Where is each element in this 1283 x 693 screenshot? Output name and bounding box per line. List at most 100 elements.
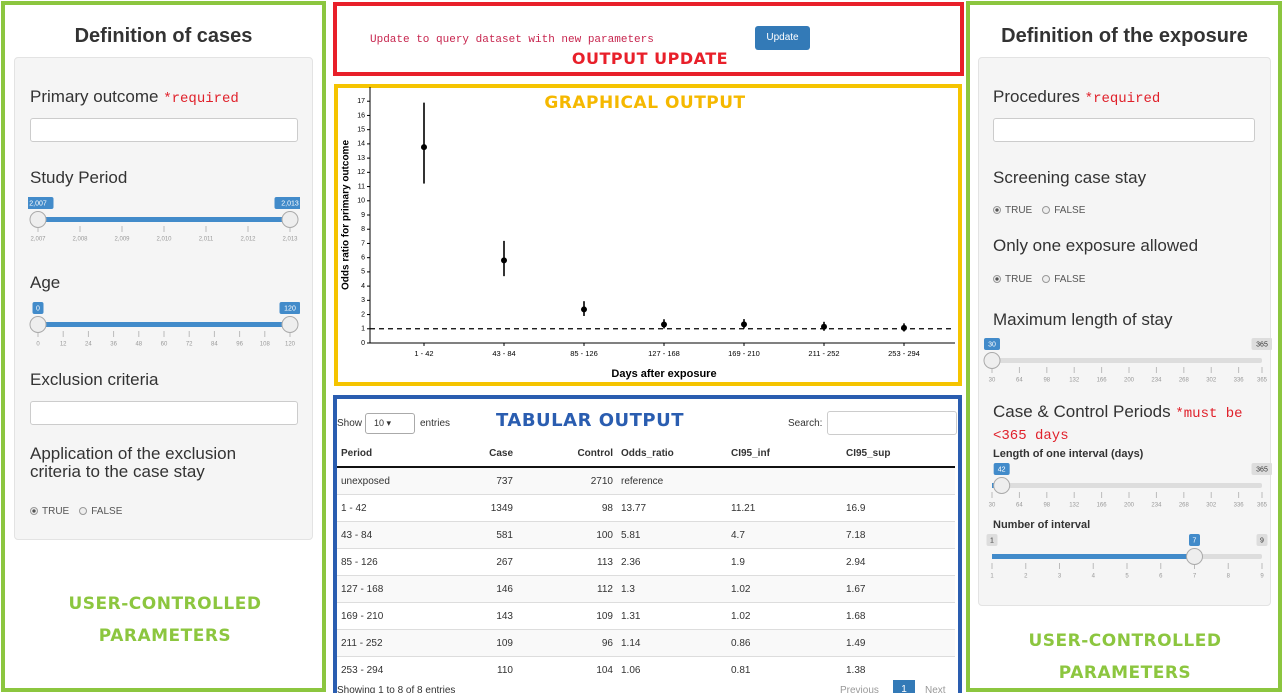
y-tick-label: 4 [361,283,365,290]
radio-option[interactable]: FALSE [79,506,122,517]
slider-tick-label: 2,008 [72,237,88,243]
text-input[interactable] [30,118,298,142]
slider-badge [984,338,1000,350]
table-row: 85 - 126 267 113 2.36 1.9 2.94 [337,548,955,576]
radio-option[interactable]: FALSE [1042,274,1085,285]
table-cell: 146 [455,575,517,603]
table-cell: 1.02 [727,602,842,630]
table-cell: 169 - 210 [337,602,455,630]
table-cell: 43 - 84 [337,521,455,549]
slider-tick-label: 2,010 [156,237,172,243]
slider-tick-label: 30 [989,378,996,384]
slider[interactable]: 30 64 98 132 166 200 234 268 302 336 365 365 42 [982,461,1272,511]
slider-fill [992,554,1195,559]
page-button[interactable]: 1 [893,680,915,693]
column-header[interactable]: Control [517,441,617,468]
slider-tick-label: 9 [1260,574,1264,580]
field-label: Only one exposure allowed [993,236,1199,255]
table-cell: 109 [517,602,617,630]
radio-circle [993,206,1001,214]
table-cell: 737 [455,466,517,495]
slider-handle [281,316,299,333]
slider[interactable]: 30 64 98 132 166 200 234 268 302 336 365 365 30 [982,336,1272,386]
field-label: Primary outcome *required [30,87,239,107]
slider-badge-label: 2,013 [281,200,299,207]
radio-option[interactable]: FALSE [1042,205,1085,216]
column-header[interactable]: CI95_inf [727,441,842,468]
point [741,321,747,328]
table-cell: 267 [455,548,517,576]
slider-tick-label: 1 [990,574,994,580]
slider-tick-label: 84 [211,342,218,348]
table-wrap: Period Case Control Odds_ratio CI95_inf CI95_… [337,441,955,683]
slider[interactable]: 1 2 3 4 5 6 7 8 9 1 9 7 [982,532,1272,582]
slider-tick-label: 98 [1043,503,1050,509]
slider-badge-label: 365 [1256,466,1268,473]
slider-badge-label: 0 [36,305,40,312]
annotation: USER-CONTROLLED PARAMETERS [1028,631,1222,683]
length-label: Show [337,418,363,429]
slider-tick-label: 3 [1058,574,1062,580]
slider-handle [1186,548,1203,565]
table-cell: 2710 [517,466,617,495]
slider-tick-label: 365 [1257,378,1268,384]
radio-option[interactable]: TRUE [993,205,1032,216]
column-header[interactable]: Odds_ratio [617,441,727,468]
slider-badge [279,302,300,314]
table-cell: reference [617,466,727,495]
y-tick-label: 15 [357,127,365,134]
page-button[interactable]: Next [925,685,946,693]
update-button[interactable]: Update [755,26,810,50]
field-label: Maximum length of stay [993,310,1173,329]
slider-tick-label: 30 [989,503,996,509]
chart-annotation-box [334,84,962,386]
slider-tick-label: 2,013 [282,237,298,243]
text-input[interactable] [30,401,298,425]
page-button[interactable]: Previous [840,685,879,693]
slider-tick-label: 98 [1043,378,1050,384]
search-input[interactable] [827,411,957,435]
slider-tick-label: 234 [1151,503,1162,509]
table-cell: 1.02 [727,575,842,603]
slider-badge-label: 9 [1260,537,1264,544]
table-cell: 1.9 [727,548,842,576]
column-header[interactable]: Case [455,441,517,468]
table-row: unexposed 737 2710 reference [337,466,955,495]
table-row: 127 - 168 146 112 1.3 1.02 1.67 [337,575,955,603]
column-header[interactable]: Period [337,441,455,468]
radio-option[interactable]: TRUE [30,506,69,517]
text-input[interactable] [993,118,1255,142]
update-annotation-box [333,2,964,76]
slider-tick-label: 268 [1179,378,1190,384]
table-cell: 0.81 [727,656,842,683]
slider-badge-label: 120 [284,305,296,312]
field-label: Age [30,273,61,292]
y-tick-label: 16 [357,112,365,119]
range-slider[interactable]: 2,007 2,008 2,009 2,010 2,011 2,012 2,013 2,007… [28,195,300,245]
slider-badge [28,197,54,209]
chart: Odds ratio for primary outcome Days afte… [341,87,955,380]
range-slider[interactable]: 0 12 24 36 48 60 72 84 96 108 120 0 120 [28,300,300,350]
field-label: Case & Control Periods *must be <365 day… [993,402,1268,446]
length-select[interactable]: 10 ▾ [365,413,415,434]
table-head: Period Case Control Odds_ratio CI95_inf CI95_… [337,441,955,468]
point [661,321,667,328]
slider-badge [1256,534,1268,546]
radio-label: FALSE [91,505,123,517]
radio-option[interactable]: TRUE [993,274,1032,285]
slider-handle [281,211,299,228]
x-tick-label: 1 - 42 [414,349,433,358]
slider-tick-label: 108 [260,342,271,348]
table-cell: 98 [517,494,617,522]
slider-badge [993,463,1010,475]
radio-group: TRUE FALSE [993,201,1095,219]
table-cell: 1.67 [842,575,955,603]
table-cell [842,466,955,495]
x-tick-label: 43 - 84 [492,349,515,358]
slider-badge-label: 2,007 [29,200,47,207]
x-tick-label: 127 - 168 [648,349,680,358]
annotation: GRAPHICAL OUTPUT [544,93,746,113]
slider-handle [29,316,47,333]
column-header[interactable]: CI95_sup [842,441,955,468]
